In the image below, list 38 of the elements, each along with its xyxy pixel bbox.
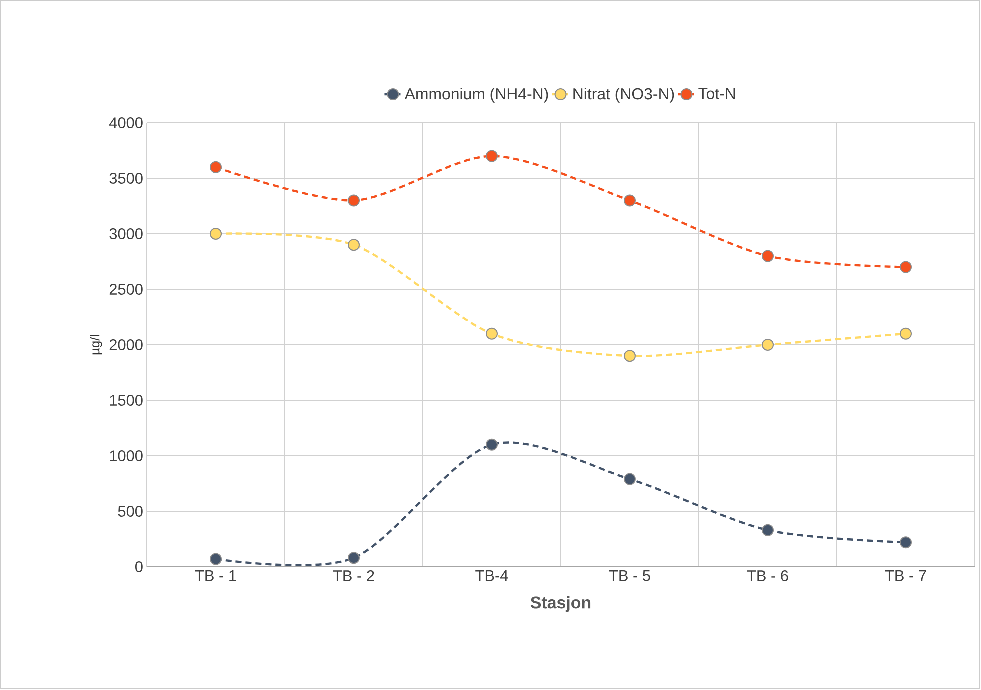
y-tick-label: 2500 <box>110 284 143 295</box>
y-tick-label: 1500 <box>110 395 143 406</box>
point <box>762 250 774 262</box>
point <box>486 328 498 340</box>
point <box>624 350 636 362</box>
y-tick-label: 4000 <box>109 118 143 128</box>
legend-label: Ammonium (NH4-N) <box>404 88 548 103</box>
point <box>210 228 222 240</box>
y-tick-label: 500 <box>118 506 143 517</box>
x-tick-label: TB - 2 <box>333 570 374 582</box>
point <box>762 524 774 536</box>
point <box>348 194 360 207</box>
point <box>900 328 912 340</box>
point <box>762 339 774 351</box>
x-tick-label: TB - 1 <box>195 570 236 582</box>
point <box>900 261 912 274</box>
point <box>348 239 360 252</box>
x-tick-label: TB - 6 <box>747 570 788 582</box>
y-tick-label: 3000 <box>110 228 143 240</box>
point <box>348 552 360 564</box>
y-tick-label: 1000 <box>110 450 143 462</box>
x-tick-label: TB - 7 <box>885 570 926 582</box>
y-tick-label: 2000 <box>110 340 143 350</box>
point <box>624 194 636 207</box>
y-axis-title: µg/l <box>90 335 102 355</box>
point <box>210 553 222 566</box>
point <box>210 161 222 174</box>
x-axis-title: Stasjon <box>530 596 591 612</box>
y-tick-label: 0 <box>136 562 143 572</box>
point <box>624 473 636 486</box>
point <box>486 150 498 162</box>
legend-label: Tot-N <box>698 88 736 100</box>
x-tick-label: TB - 5 <box>609 570 650 582</box>
x-tick-label: TB-4 <box>476 570 508 582</box>
point <box>486 438 498 451</box>
legend-label: Nitrat (NO3-N) <box>574 88 674 103</box>
y-tick-label: 3500 <box>110 173 143 184</box>
point <box>900 536 912 549</box>
